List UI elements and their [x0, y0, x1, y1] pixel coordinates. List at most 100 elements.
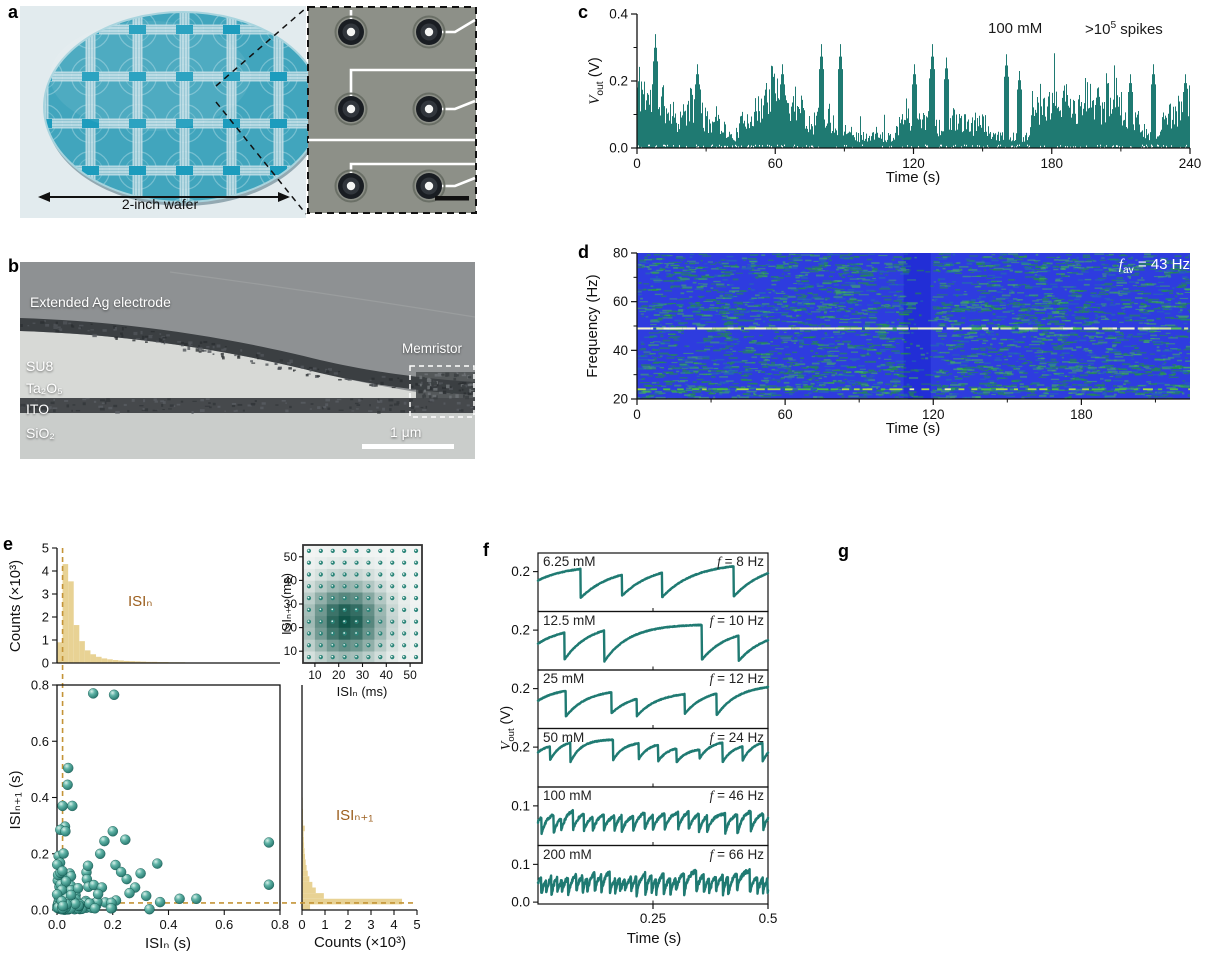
svg-text:0.2: 0.2 — [511, 623, 530, 638]
svg-text:180: 180 — [1040, 156, 1063, 171]
panel-f-concentration-traces: 0.2 0.2 0.2 0.2 0.1 0.1 0.0 0.25 0.5 Vout (V) Ti… — [481, 538, 791, 965]
device-microscope-inset — [307, 6, 477, 214]
svg-text:50: 50 — [403, 668, 417, 682]
sio2-layer — [20, 413, 475, 459]
e-main-xlabel: ISIₙ (s) — [145, 935, 191, 952]
label-ito: ITO — [26, 401, 50, 417]
svg-text:4: 4 — [42, 564, 49, 579]
svg-text:0: 0 — [633, 156, 641, 171]
trace-200 mM — [536, 868, 770, 898]
wafer-highlight — [50, 21, 250, 131]
f-conc-label: 100 mM — [543, 788, 592, 803]
memristor-electrodes — [334, 15, 446, 203]
isi-return-map-points — [51, 688, 275, 915]
f-frequency-label: f = 8 Hz — [717, 554, 764, 569]
svg-text:0.25: 0.25 — [640, 911, 666, 926]
e-inset-ylabel: ISIₙ₊₁ (ms) — [279, 573, 294, 635]
f-frequency-label: f = 10 Hz — [709, 612, 764, 628]
svg-text:30: 30 — [356, 668, 370, 682]
svg-text:4: 4 — [390, 917, 397, 932]
svg-text:0.0: 0.0 — [609, 141, 628, 156]
trace-25 mM — [536, 685, 770, 718]
svg-text:3: 3 — [367, 917, 374, 932]
memristor-dashed-box — [409, 365, 475, 418]
svg-text:2: 2 — [344, 917, 351, 932]
electrode — [412, 169, 446, 203]
svg-text:0.8: 0.8 — [31, 678, 49, 693]
trace-100 mM — [536, 808, 770, 836]
e-righthist-xlabel: Counts (×10³) — [313, 934, 407, 951]
f-conc-label: 6.25 mM — [543, 554, 596, 569]
electrode — [334, 15, 368, 49]
f-frequency-label: f = 46 Hz — [709, 788, 764, 803]
svg-text:0.2: 0.2 — [511, 740, 530, 755]
e-isin1-label: ISIₙ₊₁ — [336, 807, 374, 824]
svg-text:0.2: 0.2 — [511, 564, 530, 579]
svg-text:180: 180 — [1070, 407, 1093, 422]
panel-letter-f: f — [483, 540, 489, 560]
panel-c-axes: 0.0 0.2 0.4 0 60 120 180 240 — [609, 7, 1202, 172]
label-memristor: Memristor — [402, 341, 462, 356]
svg-text:0.4: 0.4 — [609, 7, 628, 22]
panel-letter-c: c — [578, 2, 589, 22]
wafer-dimension-arrow — [38, 192, 290, 202]
label-ag-electrode: Extended Ag electrode — [30, 294, 171, 310]
d-annotation-mean-frequency: fav = 43 Hz — [1118, 256, 1190, 276]
svg-text:5: 5 — [42, 541, 49, 556]
panel-letter-e: e — [3, 534, 14, 554]
f-conc-label: 50 mM — [543, 729, 585, 745]
trace-12.5 mM — [536, 623, 770, 663]
svg-text:60: 60 — [768, 156, 783, 171]
c-ylabel: Vout (V) — [586, 57, 606, 105]
svg-text:0.6: 0.6 — [215, 917, 233, 932]
svg-text:0.0: 0.0 — [511, 895, 530, 910]
svg-text:1: 1 — [42, 633, 49, 648]
spike-train-canvas — [637, 14, 1190, 148]
svg-text:2: 2 — [42, 610, 49, 625]
svg-text:20: 20 — [332, 668, 346, 682]
f-xlabel: Time (s) — [626, 930, 682, 947]
svg-text:0.4: 0.4 — [31, 790, 49, 805]
svg-text:20: 20 — [284, 621, 298, 635]
trace-6.25 mM — [536, 565, 770, 599]
panel-letter-b: b — [8, 256, 19, 276]
svg-text:0.8: 0.8 — [271, 917, 289, 932]
tem-cross-section — [20, 262, 475, 459]
svg-text:0: 0 — [633, 407, 641, 422]
benchmark-scatter — [830, 538, 1205, 965]
e-inset-xlabel: ISIₙ (ms) — [336, 684, 388, 699]
svg-text:0.2: 0.2 — [104, 917, 122, 932]
wafer-photo-and-inset — [20, 6, 477, 218]
d-xlabel: Time (s) — [885, 420, 941, 437]
f-frequency-label: f = 66 Hz — [709, 846, 764, 862]
c-annotation-spike-count: >105 spikes — [1085, 20, 1163, 38]
d-ylabel: Frequency (Hz) — [584, 274, 601, 378]
ag-electrode-layer — [20, 318, 475, 395]
f-conc-label: 200 mM — [543, 846, 592, 862]
electrode — [412, 92, 446, 126]
tem-grain-texture — [20, 320, 475, 414]
c-xlabel: Time (s) — [885, 169, 941, 186]
traces-plot: 0.2 0.2 0.2 0.2 0.1 0.1 0.0 0.25 0.5 — [511, 552, 777, 926]
svg-text:10: 10 — [284, 644, 298, 658]
wafer-size-label: 2-inch wafer — [121, 196, 199, 212]
spectrogram-canvas — [637, 253, 1190, 399]
svg-text:5: 5 — [413, 917, 420, 932]
svg-text:120: 120 — [902, 156, 925, 171]
panel-e-isi-analysis: 0 1 2 3 4 5 0 1 2 3 4 5 0.0 0.2 0.4 0.6 0.8 0.0 0.2 0.4 0.6 0… — [0, 538, 445, 965]
label-scalebar: 1 μm — [390, 424, 422, 440]
scale-bar — [435, 196, 469, 201]
svg-text:0.2: 0.2 — [511, 681, 530, 696]
svg-text:0.6: 0.6 — [31, 734, 49, 749]
scale-bar — [362, 444, 454, 449]
panel-letter-g: g — [838, 541, 849, 561]
svg-text:40: 40 — [613, 343, 628, 358]
svg-text:20: 20 — [613, 392, 628, 407]
svg-text:0: 0 — [298, 917, 305, 932]
label-sio2: SiO₂ — [26, 425, 55, 441]
svg-text:0.0: 0.0 — [31, 903, 49, 918]
svg-text:240: 240 — [1179, 156, 1202, 171]
electrode — [334, 169, 368, 203]
svg-text:50: 50 — [284, 550, 298, 564]
svg-text:0.2: 0.2 — [609, 74, 628, 89]
